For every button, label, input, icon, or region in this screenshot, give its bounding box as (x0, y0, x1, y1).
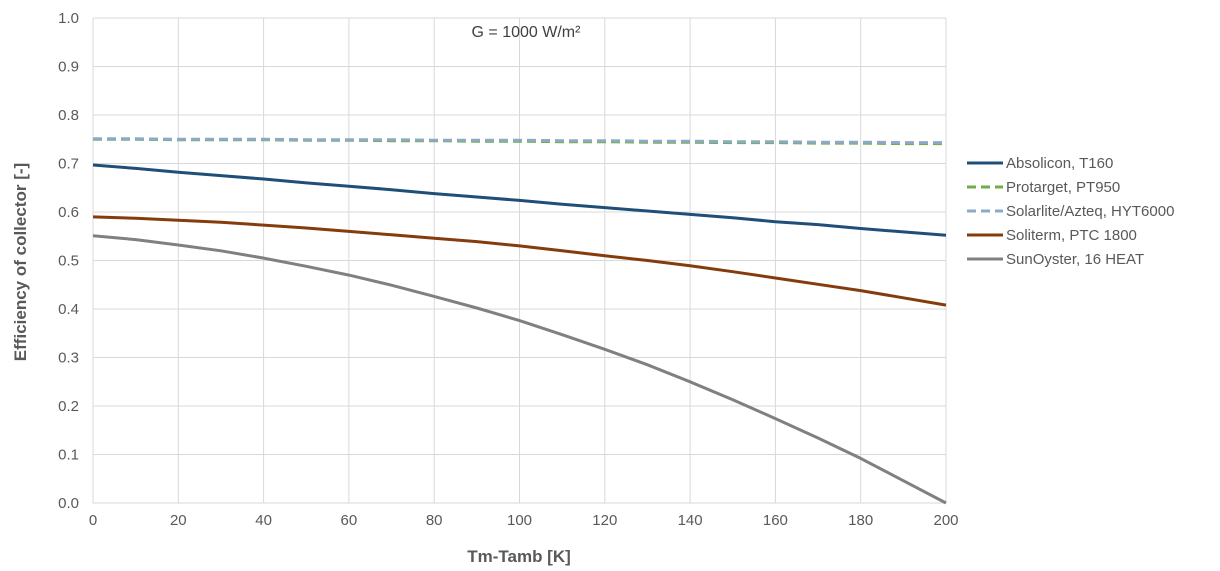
x-tick-label: 60 (341, 512, 358, 529)
series-layer (92, 137, 947, 505)
x-tick-label: 120 (592, 512, 617, 529)
x-tick-label: 160 (763, 512, 788, 529)
y-tick-label: 0.3 (58, 350, 79, 367)
x-tick-label: 140 (678, 512, 703, 529)
y-tick-label: 0.4 (58, 301, 79, 318)
series-line (93, 137, 946, 145)
y-tick-label: 1.0 (58, 10, 79, 27)
y-tick-label: 0.8 (58, 107, 79, 124)
x-tick-label: 20 (170, 512, 187, 529)
legend-label: Solarlite/Azteq, HYT6000 (1006, 203, 1174, 220)
y-tick-label: 0.7 (58, 156, 79, 173)
x-axis-title: Tm-Tamb [K] (467, 547, 571, 566)
x-tick-label: 40 (255, 512, 272, 529)
y-axis-title: Efficiency of collector [-] (11, 163, 30, 361)
x-tick-label: 100 (507, 512, 532, 529)
legend-label: Absolicon, T160 (1006, 155, 1113, 172)
y-tick-label: 0.5 (58, 253, 79, 270)
y-tick-label: 0.1 (58, 447, 79, 464)
x-tick-label: 0 (89, 512, 97, 529)
grid (92, 17, 947, 504)
irradiance-annotation: G = 1000 W/m² (472, 24, 582, 41)
series-line (92, 163, 947, 237)
legend-label: Protarget, PT950 (1006, 179, 1120, 196)
y-axis-ticks: 0.0 0.1 0.2 0.3 0.4 0.5 0.6 0.7 0.8 0.9 1.0 (58, 10, 79, 512)
series-line (92, 215, 947, 307)
series-line (92, 234, 947, 505)
legend-label: Soliterm, PTC 1800 (1006, 227, 1137, 244)
y-tick-label: 0.2 (58, 398, 79, 415)
y-tick-label: 0.9 (58, 59, 79, 76)
x-axis-ticks: 0 20 40 60 80 100 120 140 160 180 200 (89, 512, 959, 529)
y-tick-label: 0.6 (58, 204, 79, 221)
x-tick-label: 180 (848, 512, 873, 529)
legend-label: SunOyster, 16 HEAT (1006, 251, 1144, 268)
x-tick-label: 80 (426, 512, 443, 529)
y-tick-label: 0.0 (58, 495, 79, 512)
legend: Absolicon, T160 Protarget, PT950 Solarlite… (967, 155, 1174, 268)
x-tick-label: 200 (933, 512, 958, 529)
